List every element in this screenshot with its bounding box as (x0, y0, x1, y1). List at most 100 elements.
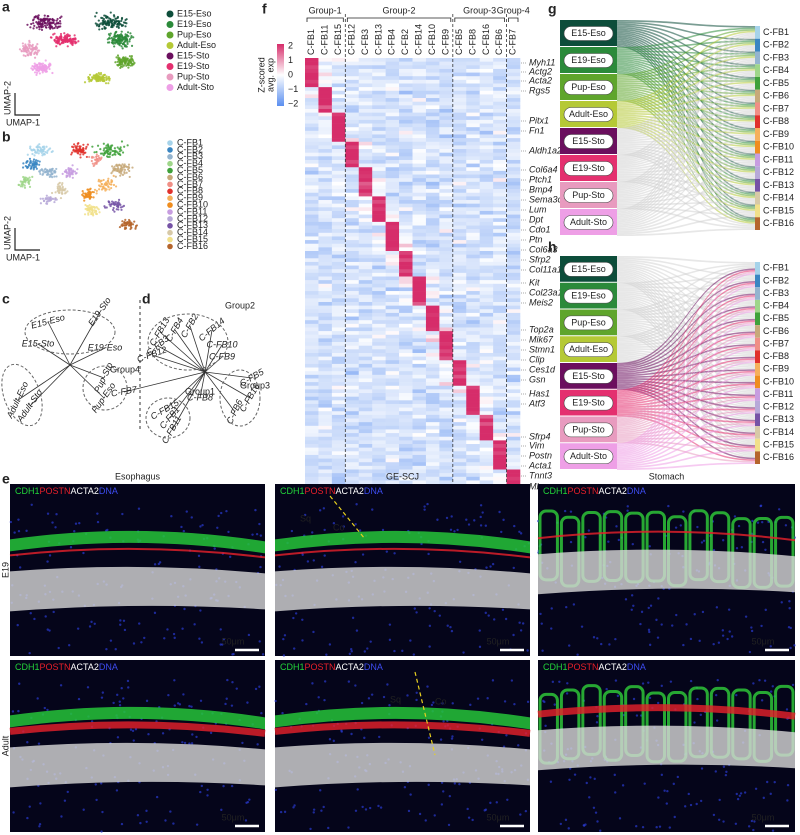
heatmap-cell (493, 462, 507, 467)
heatmap-cell (425, 218, 440, 223)
nucleus (354, 523, 357, 526)
heatmap-cell (506, 407, 521, 412)
heatmap-cell (358, 258, 373, 263)
heatmap-cell (318, 108, 333, 113)
umap-dot (83, 199, 86, 202)
umap-dot (22, 175, 25, 179)
umap-dot (100, 188, 104, 191)
umap-dot (115, 56, 118, 59)
nucleus (94, 783, 97, 786)
heatmap-cell (439, 149, 454, 153)
heatmap-cell (466, 72, 480, 77)
legend-dot (167, 147, 173, 153)
sankey-node (755, 388, 760, 401)
sankey-flow (617, 177, 755, 230)
umap-dot (114, 151, 117, 154)
nucleus (86, 686, 90, 689)
heatmap-cell (385, 127, 400, 132)
heatmap-cell (399, 178, 413, 183)
umap-dot (120, 17, 124, 21)
heatmap-cell (439, 320, 454, 325)
node-pill (563, 369, 614, 384)
nucleus (378, 735, 381, 739)
umap-dot (99, 158, 102, 161)
heatmap-cell (493, 414, 507, 419)
heatmap-cell (506, 229, 521, 234)
heatmap-cell (493, 360, 507, 365)
heatmap-cell (479, 72, 494, 77)
heatmap-cell (412, 389, 427, 394)
nucleus (517, 744, 520, 747)
heatmap-cell (399, 436, 413, 441)
sankey-right-label: C-FB8 (763, 351, 789, 361)
heatmap-cell (372, 247, 386, 252)
heatmap-cell (493, 422, 507, 427)
heatmap-cell (439, 87, 454, 92)
heatmap-cell (358, 469, 373, 474)
heatmap-cell (466, 363, 480, 368)
nucleus (467, 816, 471, 819)
nucleus (730, 635, 734, 638)
nucleus (274, 788, 278, 792)
heatmap-cell (493, 189, 507, 194)
heatmap-cell (439, 360, 454, 365)
heatmap-cell (331, 203, 346, 208)
umap-dot (55, 167, 58, 171)
boundary (329, 495, 366, 540)
heatmap-cell (385, 305, 400, 310)
heatmap-cell (318, 116, 333, 121)
heatmap-cell (412, 444, 427, 448)
node-pill (563, 262, 614, 277)
umap-dot (101, 23, 105, 26)
heatmap-cell (412, 163, 427, 168)
heatmap-cell (466, 291, 480, 296)
nucleus (347, 680, 351, 683)
heatmap-cell (305, 167, 319, 172)
heatmap-cell (439, 134, 454, 139)
heatmap-cell (506, 61, 521, 66)
gene-label: Clip (529, 354, 545, 364)
tree-branch (164, 371, 206, 411)
heatmap-cell (372, 145, 386, 150)
micrograph: CDH1POSTNACTA2DNA (9, 660, 266, 833)
heatmap-cell (345, 320, 360, 325)
nucleus (328, 643, 332, 646)
gene-label: Col6a4 (529, 164, 558, 174)
nucleus (147, 733, 150, 736)
umap-dot (107, 155, 110, 159)
heatmap-cell (399, 79, 413, 84)
heatmap-cell (318, 203, 333, 208)
heatmap-cell (385, 342, 400, 346)
heatmap-cell (331, 240, 346, 245)
heatmap-cell (305, 393, 319, 397)
heatmap-cell (439, 371, 454, 376)
umap-dot (79, 156, 82, 159)
sankey-node (755, 115, 760, 128)
heatmap-cell (412, 356, 427, 361)
heatmap-cell (452, 294, 467, 299)
heatmap-cell (425, 447, 440, 452)
umap-dot (54, 41, 57, 44)
heatmap-cell (318, 280, 333, 285)
heatmap-cell (318, 68, 333, 73)
heatmap-cell (345, 458, 360, 463)
legend-dot (167, 202, 173, 208)
gene-label: Mik67 (529, 334, 554, 344)
heatmap-cell (318, 451, 333, 456)
column-label: C-FB12 (346, 24, 356, 55)
nucleus (120, 687, 123, 690)
heatmap-cell (439, 210, 454, 215)
legend-label: C-FB13 (177, 220, 208, 230)
nucleus (26, 816, 29, 820)
nucleus (153, 563, 157, 566)
heatmap-cell (305, 320, 319, 325)
heatmap-cell (479, 156, 494, 161)
nucleus (129, 728, 133, 731)
heatmap-cell (318, 207, 333, 212)
umap-dot (91, 210, 94, 213)
group-label: Group1 (185, 386, 215, 396)
nucleus (679, 524, 683, 527)
heatmap-cell (493, 305, 507, 310)
nucleus (18, 682, 21, 685)
umap-dot (39, 172, 42, 176)
